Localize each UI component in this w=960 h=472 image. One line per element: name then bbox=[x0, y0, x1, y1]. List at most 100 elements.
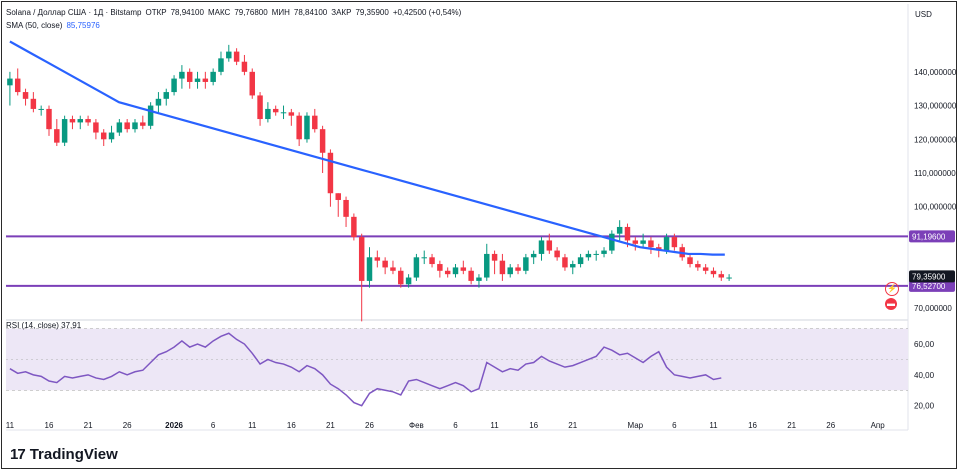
candle-body bbox=[624, 226, 631, 241]
last-price-label: 79,35900 bbox=[912, 272, 946, 281]
candle-body bbox=[601, 250, 607, 254]
candle-body bbox=[218, 58, 224, 72]
candle-body bbox=[663, 237, 670, 251]
candle-body bbox=[398, 270, 404, 285]
candle-body bbox=[710, 270, 717, 275]
candle-body bbox=[530, 253, 537, 258]
candle-body bbox=[241, 61, 248, 72]
brand[interactable]: 17 TradingView bbox=[10, 446, 118, 463]
candle-body bbox=[304, 115, 310, 140]
rsi-label[interactable]: RSI (14, close) bbox=[6, 321, 59, 330]
candle-body bbox=[210, 71, 216, 82]
candle-body bbox=[22, 92, 29, 99]
candle-body bbox=[85, 119, 91, 123]
price-tick-label: 140,000000 bbox=[914, 68, 957, 77]
flag-icon[interactable]: ▬ bbox=[885, 298, 897, 310]
candle-body bbox=[327, 152, 334, 194]
candle-body bbox=[460, 267, 467, 271]
candle-body bbox=[609, 233, 615, 251]
level-tag-label: 91,19600 bbox=[912, 232, 946, 241]
candle-body bbox=[515, 267, 521, 271]
high-label: МАКС bbox=[207, 8, 231, 17]
candle-body bbox=[69, 119, 76, 123]
symbol-title[interactable]: Solana / Доллар США · 1Д · Bitstamp bbox=[6, 8, 142, 17]
candle-body bbox=[140, 122, 146, 126]
time-tick-label: 21 bbox=[787, 421, 796, 430]
candle-body bbox=[171, 78, 177, 93]
price-tick-label: 70,000000 bbox=[914, 304, 952, 313]
candle-body bbox=[484, 253, 490, 278]
candle-body bbox=[272, 108, 279, 113]
low-label: МИН bbox=[271, 8, 290, 17]
time-tick-label: 16 bbox=[529, 421, 538, 430]
brand-name: TradingView bbox=[29, 446, 118, 463]
candle-body bbox=[546, 240, 553, 251]
candle-body bbox=[77, 119, 84, 123]
rsi-line bbox=[9, 332, 722, 407]
open-value: 78,94100 bbox=[170, 8, 204, 17]
candle-body bbox=[343, 199, 349, 217]
candle-body bbox=[147, 105, 154, 126]
time-tick-label: 11 bbox=[248, 421, 257, 430]
candle-body bbox=[593, 253, 599, 255]
level-tag bbox=[909, 279, 955, 292]
tradingview-logo-icon: 17 bbox=[10, 446, 26, 463]
candle-body bbox=[319, 129, 326, 153]
candle-body bbox=[499, 260, 506, 275]
candle-body bbox=[179, 71, 185, 79]
time-tick-label: Фев bbox=[409, 421, 424, 430]
price-tick-label: 110,000000 bbox=[914, 169, 956, 178]
candle-body bbox=[163, 92, 169, 99]
candle-body bbox=[288, 112, 295, 116]
time-tick-label: 21 bbox=[568, 421, 577, 430]
time-tick-label: 6 bbox=[672, 421, 677, 430]
chart-legend: Solana / Доллар США · 1Д · Bitstamp ОТКР… bbox=[6, 6, 461, 32]
sma-label[interactable]: SMA (50, close) bbox=[6, 21, 63, 30]
candle-body bbox=[38, 108, 44, 110]
candle-body bbox=[577, 257, 584, 265]
candle-body bbox=[562, 257, 568, 268]
time-tick-label: 2026 bbox=[165, 421, 183, 430]
candle-body bbox=[54, 129, 60, 143]
time-tick-label: 16 bbox=[45, 421, 54, 430]
time-tick-label: 11 bbox=[709, 421, 718, 430]
price-tick-label: 130,000000 bbox=[914, 102, 957, 111]
candle-body bbox=[648, 240, 654, 248]
time-tick-label: 21 bbox=[326, 421, 335, 430]
candle-body bbox=[351, 216, 357, 238]
candle-body bbox=[687, 257, 693, 265]
close-label: ЗАКР bbox=[331, 8, 352, 17]
rsi-value: 37,91 bbox=[61, 321, 82, 330]
candle-body bbox=[30, 98, 37, 109]
candle-body bbox=[186, 71, 193, 82]
rsi-tick-label: 60,00 bbox=[914, 340, 935, 349]
candle-body bbox=[726, 277, 732, 279]
candle-body bbox=[413, 257, 420, 278]
candle-body bbox=[695, 264, 701, 268]
rsi-tick-label: 40,00 bbox=[914, 371, 935, 380]
candle-body bbox=[14, 78, 21, 93]
candle-body bbox=[202, 78, 209, 82]
candle-body bbox=[390, 267, 396, 271]
candle-body bbox=[155, 98, 162, 106]
candle-body bbox=[538, 240, 545, 254]
sma-value: 85,75976 bbox=[66, 21, 100, 30]
candle-body bbox=[405, 277, 412, 285]
time-tick-label: 11 bbox=[6, 421, 15, 430]
rsi-tick-label: 20,00 bbox=[914, 402, 935, 411]
candle-body bbox=[312, 115, 318, 130]
sma-row: SMA (50, close) 85,75976 bbox=[6, 19, 461, 32]
candle-body bbox=[632, 240, 639, 244]
level-tag bbox=[909, 230, 955, 243]
candle-body bbox=[702, 267, 709, 271]
candle-body bbox=[93, 122, 99, 133]
lightning-icon[interactable]: ⚡ bbox=[885, 282, 899, 296]
currency-label[interactable]: USD bbox=[915, 10, 932, 19]
candle-body bbox=[249, 71, 255, 96]
candle-body bbox=[429, 257, 435, 265]
candle-body bbox=[640, 240, 646, 244]
high-value: 79,76800 bbox=[234, 8, 268, 17]
time-tick-label: 6 bbox=[211, 421, 216, 430]
